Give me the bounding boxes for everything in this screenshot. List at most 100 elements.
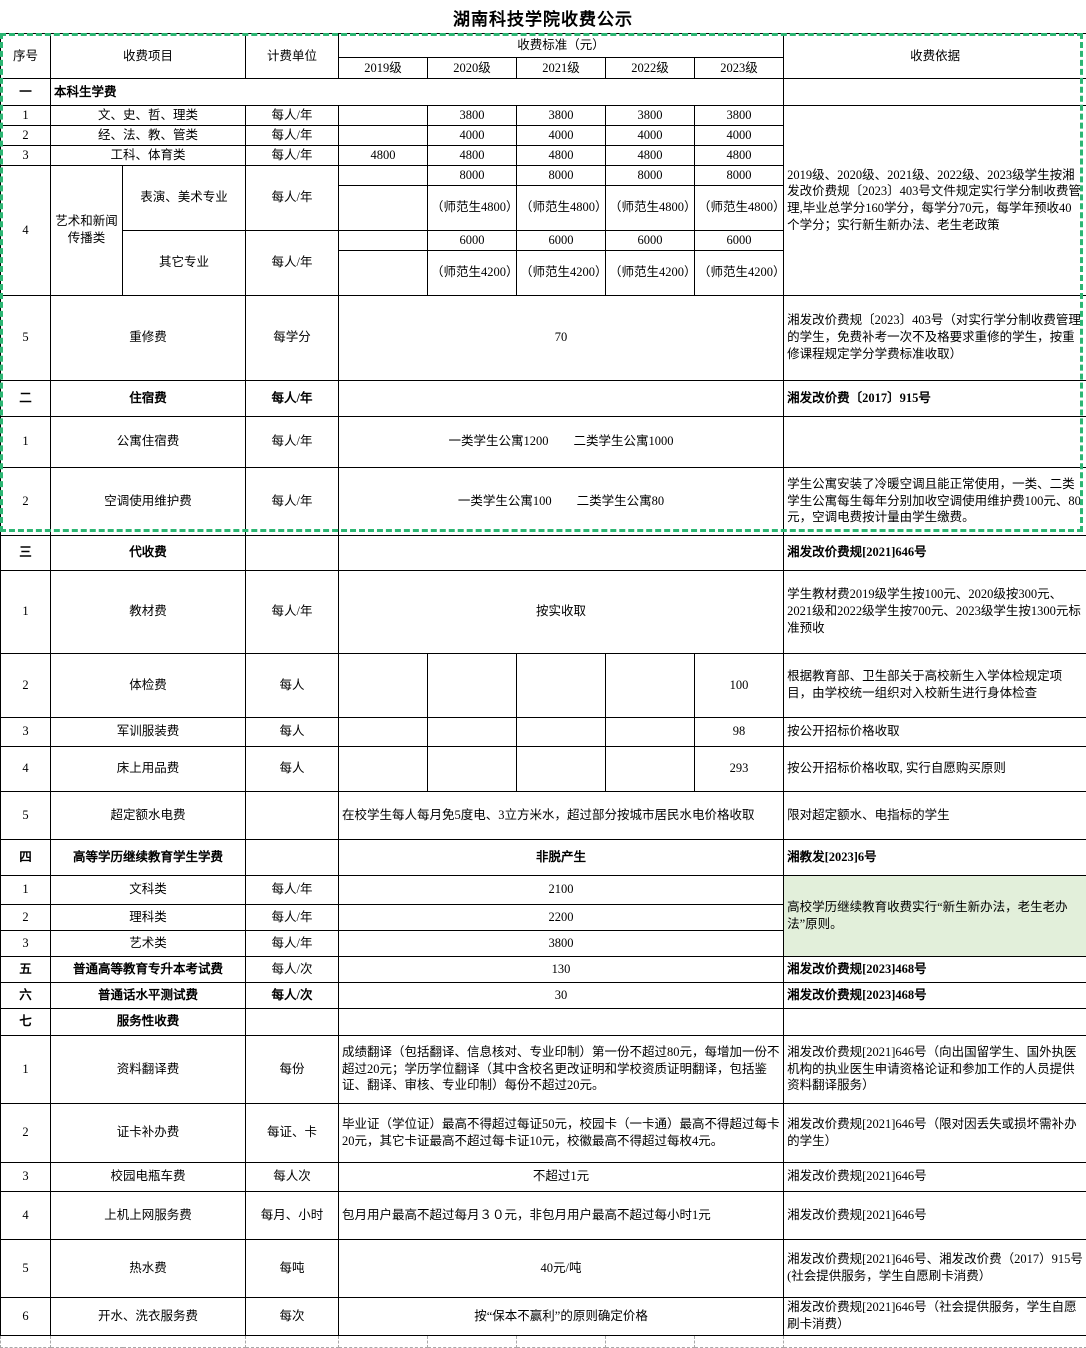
- fee-value: 8000: [428, 165, 517, 185]
- fee-unit: 每人: [246, 717, 339, 746]
- fee-basis: 湘发改价费规[2023]468号: [784, 956, 1086, 982]
- fee-row: 3 军训服装费 每人 98 按公开招标价格收取: [1, 717, 1086, 746]
- fee-row: 1 资料翻译费 每份 成绩翻译（包括翻译、信息核对、专业印制）第一份不超过80元…: [1, 1035, 1086, 1103]
- section-no: 二: [1, 380, 51, 416]
- section-row-5: 五 普通高等教育专升本考试费 每人/次 130 湘发改价费规[2023]468号: [1, 956, 1086, 982]
- fee-row: 4 上机上网服务费 每月、小时 包月用户最高不超过每月３０元，非包月用户最高不超…: [1, 1191, 1086, 1239]
- fee-unit: 每学分: [246, 295, 339, 380]
- fee-basis: 根据教育部、卫生部关于高校新生入学体检规定项目，由学校统一组织对入校新生进行身体…: [784, 653, 1086, 717]
- fee-unit: 每人/年: [246, 165, 339, 230]
- fee-item: 理科类: [51, 904, 246, 930]
- fee-value: 8000: [517, 165, 606, 185]
- row-no: 1: [1, 875, 51, 904]
- fee-value: 4000: [428, 125, 517, 145]
- fee-row: 2 证卡补办费 每证、卡 毕业证（学位证）最高不得超过每证50元，校园卡（一卡通…: [1, 1103, 1086, 1162]
- fee-value: 4800: [339, 145, 428, 165]
- fee-basis: 湘发改价费规[2021]646号: [784, 1191, 1086, 1239]
- fee-value: 293: [695, 746, 784, 791]
- fee-item: 上机上网服务费: [51, 1191, 246, 1239]
- fee-item: 热水费: [51, 1239, 246, 1297]
- empty-cell: [606, 746, 695, 791]
- fee-value: 3800: [606, 106, 695, 126]
- col-header-grade-2022: 2022级: [606, 58, 695, 79]
- fee-item: 文、史、哲、理类: [51, 106, 246, 126]
- row-no: 2: [1, 1103, 51, 1162]
- fee-basis: 湘发改价费规[2021]646号（向出国留学生、国外执医机构的执业医生申请资格论…: [784, 1035, 1086, 1103]
- fee-unit: 每月、小时: [246, 1191, 339, 1239]
- empty-cell: [606, 1335, 695, 1347]
- fee-unit: 每人/年: [246, 106, 339, 126]
- fee-value: 30: [339, 982, 784, 1008]
- fee-value: 3800: [517, 106, 606, 126]
- empty-cell: [339, 1008, 784, 1035]
- row-no: 2: [1, 653, 51, 717]
- row-no: 2: [1, 125, 51, 145]
- row-no: 3: [1, 1162, 51, 1191]
- fee-item: 超定额水电费: [51, 791, 246, 839]
- row-no: 4: [1, 1191, 51, 1239]
- fee-value: 130: [339, 956, 784, 982]
- fee-item: 开水、洗衣服务费: [51, 1297, 246, 1335]
- row-no: 1: [1, 1035, 51, 1103]
- fee-value: 2100: [339, 875, 784, 904]
- empty-cell: [784, 1008, 1086, 1035]
- fee-value: （师范生4800）: [606, 185, 695, 230]
- empty-cell: [339, 535, 784, 570]
- fee-value: 4000: [695, 125, 784, 145]
- col-header-standard: 收费标准（元）: [339, 34, 784, 58]
- fee-value: 毕业证（学位证）最高不得超过每证50元，校园卡（一卡通）最高不得超过每卡20元，…: [339, 1103, 784, 1162]
- fee-value: 4800: [606, 145, 695, 165]
- fee-value: 100: [695, 653, 784, 717]
- fee-value: 按“保本不赢利”的原则确定价格: [339, 1297, 784, 1335]
- fee-item: 艺术和新闻传播类: [51, 165, 123, 295]
- fee-basis: 湘发改价费〔2017〕915号: [784, 380, 1086, 416]
- row-no: 2: [1, 467, 51, 535]
- col-header-no: 序号: [1, 34, 51, 79]
- col-header-grade-2021: 2021级: [517, 58, 606, 79]
- empty-cell: [339, 653, 428, 717]
- fee-value: 4800: [517, 145, 606, 165]
- fee-item: 资料翻译费: [51, 1035, 246, 1103]
- empty-cell: [428, 653, 517, 717]
- fee-basis: [784, 416, 1086, 467]
- fee-item: 证卡补办费: [51, 1103, 246, 1162]
- fee-value: 3800: [428, 106, 517, 126]
- empty-cell: [606, 717, 695, 746]
- fee-unit: 每人/年: [246, 570, 339, 653]
- fee-value: 在校学生每人每月免5度电、3立方米水，超过部分按城市居民水电价格收取: [339, 791, 784, 839]
- fee-item: 公寓住宿费: [51, 416, 246, 467]
- section-label: 高等学历继续教育学生学费: [51, 839, 246, 875]
- section-row-7: 七 服务性收费: [1, 1008, 1086, 1035]
- fee-unit: 每人次: [246, 1162, 339, 1191]
- empty-cell: [246, 1335, 339, 1347]
- section-no: 三: [1, 535, 51, 570]
- fee-value: 6000: [517, 230, 606, 250]
- fee-unit: 每人/年: [246, 380, 339, 416]
- fee-value: 6000: [428, 230, 517, 250]
- section-no: 六: [1, 982, 51, 1008]
- row-no: 3: [1, 717, 51, 746]
- fee-value: （师范生4800）: [428, 185, 517, 230]
- fee-subitem: 其它专业: [123, 230, 246, 295]
- empty-cell: [1, 1335, 51, 1347]
- fee-value: 4000: [517, 125, 606, 145]
- fee-unit: 每人/年: [246, 904, 339, 930]
- empty-cell: [695, 1335, 784, 1347]
- row-no: 1: [1, 106, 51, 126]
- fee-item: 体检费: [51, 653, 246, 717]
- empty-cell: [339, 717, 428, 746]
- fee-item: 工科、体育类: [51, 145, 246, 165]
- fee-value: [339, 165, 428, 185]
- fee-unit: 每人/年: [246, 930, 339, 956]
- fee-item: 经、法、教、管类: [51, 125, 246, 145]
- fee-value: （师范生4800）: [695, 185, 784, 230]
- col-header-grade-2020: 2020级: [428, 58, 517, 79]
- section-no: 五: [1, 956, 51, 982]
- fee-table: 序号 收费项目 计费单位 收费标准（元） 收费依据 2019级 2020级 20…: [0, 33, 1086, 1348]
- fee-value: 不超过1元: [339, 1162, 784, 1191]
- col-header-grade-2023: 2023级: [695, 58, 784, 79]
- empty-cell: [246, 535, 339, 570]
- fee-basis: 2019级、2020级、2021级、2022级、2023级学生按湘发改价费规〔2…: [784, 106, 1086, 296]
- fee-value: 98: [695, 717, 784, 746]
